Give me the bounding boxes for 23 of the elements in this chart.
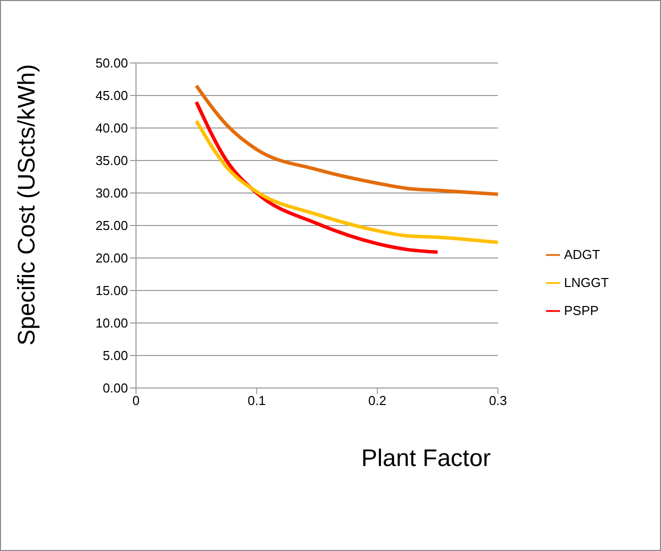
- x-tick-label: 0.2: [368, 393, 386, 408]
- y-tick-label: 10.00: [95, 316, 128, 331]
- legend-label: LNGGT: [564, 275, 609, 290]
- y-tick-label: 30.00: [95, 186, 128, 201]
- y-tick-label: 0.00: [102, 380, 128, 396]
- line-series: [194, 119, 498, 244]
- x-axis-title: Plant Factor: [361, 445, 491, 472]
- y-tick-label: 5.00: [102, 348, 128, 364]
- y-axis-title: Specific Cost (UScts/kWh): [14, 64, 41, 346]
- x-tick-label: 0.3: [488, 393, 508, 408]
- x-tick-label: 0.1: [248, 393, 266, 408]
- legend-label: ADGT: [564, 247, 600, 262]
- line-series: [194, 84, 498, 196]
- y-tick-label: 40.00: [95, 120, 128, 136]
- y-tick-label: 45.00: [95, 88, 128, 104]
- y-tick-label: 25.00: [95, 218, 128, 234]
- y-tick-label: 15.00: [95, 283, 128, 298]
- y-tick-label: 50.00: [95, 56, 128, 71]
- legend-label: PSPP: [564, 303, 599, 318]
- y-tick-label: 20.00: [95, 250, 128, 266]
- y-tick-label: 35.00: [95, 153, 128, 168]
- x-tick-label: 0: [132, 393, 140, 408]
- line-series: [194, 100, 440, 254]
